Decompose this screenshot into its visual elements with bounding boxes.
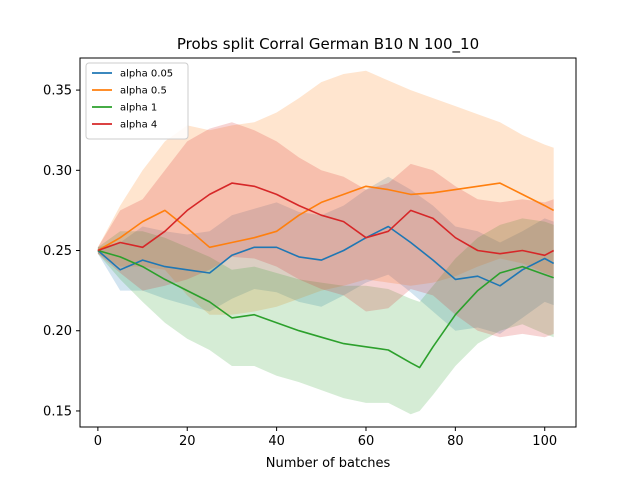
- y-tick-label: 0.35: [43, 84, 72, 99]
- band-series-2: [97, 70, 554, 315]
- x-tick-label: 80: [447, 434, 464, 449]
- line-series-2: [97, 182, 555, 252]
- x-tick-label: 0: [94, 434, 102, 449]
- legend: alpha 0.05 alpha 0.5 alpha 1 alpha 4: [85, 62, 189, 140]
- legend-label-4: alpha 4: [120, 120, 157, 131]
- band-series-4: [97, 122, 554, 338]
- series-lines: [97, 182, 555, 369]
- x-tick-label: 20: [179, 434, 196, 449]
- confidence-bands: [97, 70, 554, 415]
- y-tick-label: 0.15: [43, 404, 72, 419]
- y-tick-label: 0.20: [43, 324, 72, 339]
- legend-label-1: alpha 0.05: [120, 69, 173, 80]
- x-tick-label: 100: [532, 434, 557, 449]
- line-series-3: [97, 249, 554, 369]
- y-tick-label: 0.25: [43, 244, 72, 259]
- x-tick-label: 60: [358, 434, 375, 449]
- plot-frame: [79, 57, 577, 428]
- y-tick-label: 0.30: [43, 164, 72, 179]
- x-tick-label: 40: [268, 434, 285, 449]
- y-axis: 0.15 0.20 0.25 0.30 0.35: [43, 84, 80, 419]
- band-series-1: [97, 176, 554, 334]
- legend-label-2: alpha 0.5: [120, 86, 167, 97]
- legend-frame: [85, 62, 189, 140]
- line-series-4: [97, 182, 555, 257]
- chart-title: Probs split Corral German B10 N 100_10: [177, 35, 479, 54]
- x-axis: 0 20 40 60 80 100: [94, 427, 557, 449]
- legend-label-3: alpha 1: [120, 103, 157, 114]
- band-series-3: [97, 218, 554, 415]
- x-axis-label: Number of batches: [266, 456, 391, 471]
